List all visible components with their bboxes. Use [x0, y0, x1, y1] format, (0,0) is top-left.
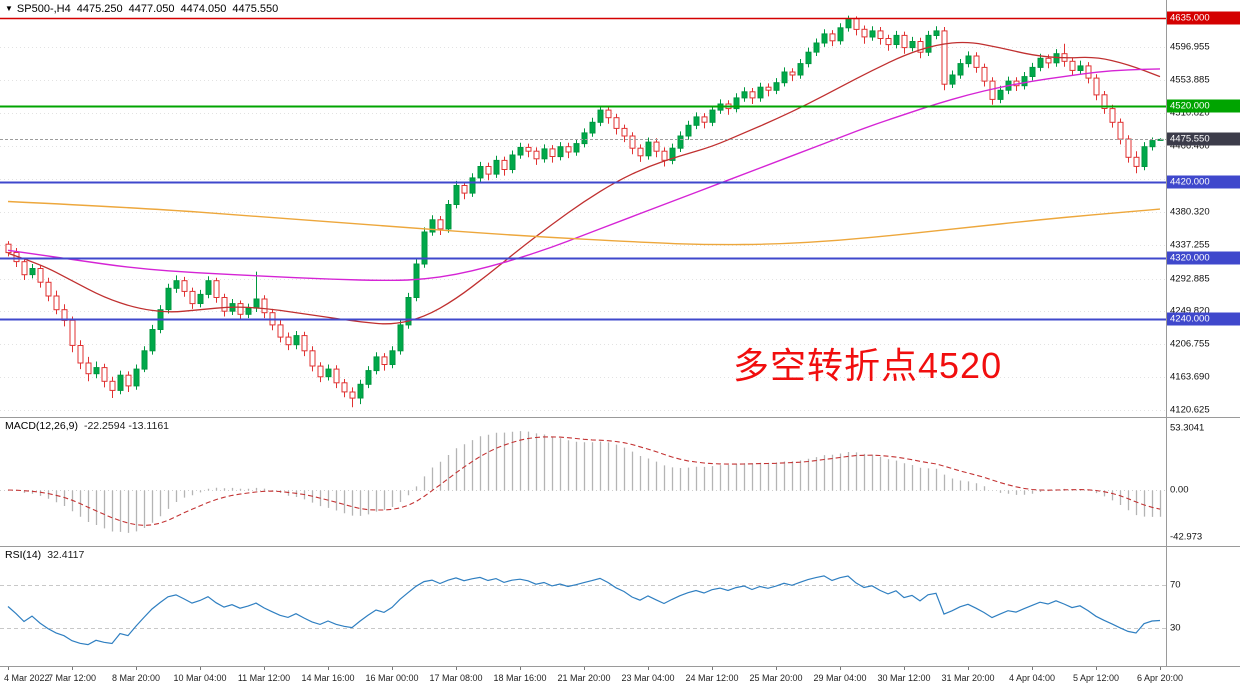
text-annotation[interactable]: 多空转折点4520	[733, 345, 1003, 386]
panel-separator-rsi[interactable]	[0, 546, 1240, 547]
ma-slow-orange	[7, 200, 1161, 246]
ohlc-high: 4477.050	[128, 3, 175, 15]
panel-separator-macd[interactable]	[0, 417, 1240, 418]
rsi-value: 32.4117	[47, 549, 85, 561]
ma-mid-magenta	[7, 68, 1161, 282]
chart-title: ▼ SP500-,H4 4475.250 4477.050 4474.050 4475.5…	[5, 3, 278, 15]
macd-indicator-label: MACD(12,26,9) -22.2594 -13.1161	[5, 420, 169, 432]
time-axis-separator	[0, 666, 1240, 667]
symbol-period-label: SP500-,H4	[16, 3, 71, 15]
rsi-name: RSI(14)	[5, 549, 42, 561]
macd-name: MACD(12,26,9)	[5, 420, 78, 432]
ohlc-open: 4475.250	[76, 3, 123, 15]
price-axis-separator[interactable]	[1166, 0, 1167, 666]
ohlc-low: 4474.050	[180, 3, 227, 15]
symbol-dropdown-icon[interactable]: ▼	[5, 4, 13, 13]
ohlc-close: 4475.550	[232, 3, 279, 15]
ma-fast-red	[7, 41, 1161, 325]
rsi-indicator-label: RSI(14) 32.4117	[5, 549, 84, 561]
macd-values: -22.2594 -13.1161	[83, 420, 169, 432]
